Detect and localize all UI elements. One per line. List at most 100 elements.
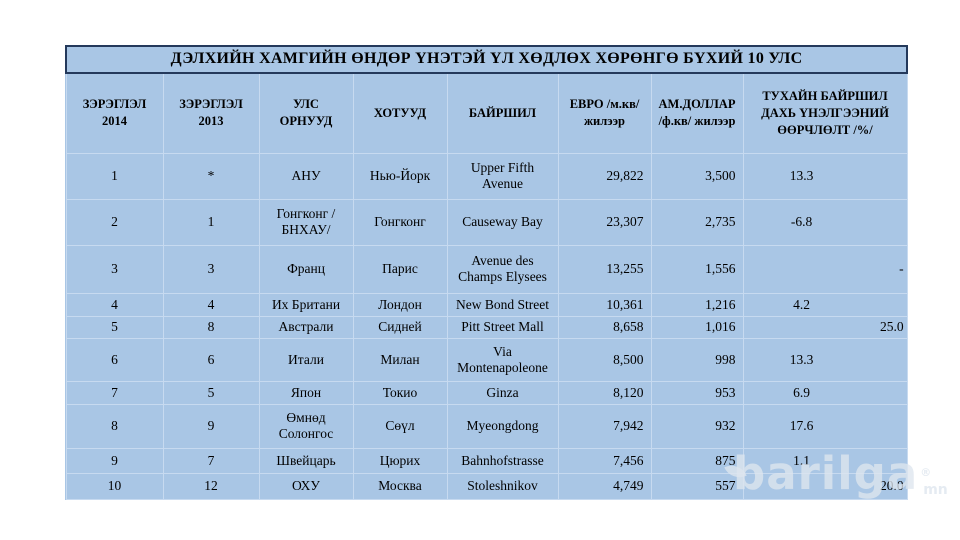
table-row: 10 12 ОХУ Москва Stoleshnikov 4,749 557 20.0 (65, 472, 908, 500)
table-cell: Өмнөд Солонгос (258, 403, 354, 449)
registered-trademark-icon: ® (920, 466, 932, 479)
table-cell: 13.3 (742, 337, 908, 382)
table-cell: -6.8 (742, 198, 908, 246)
table-cell: 4.2 (742, 292, 908, 317)
table-cell: 1 (65, 152, 164, 200)
table-cell: 953 (650, 380, 744, 405)
table-cell: 6 (162, 337, 260, 382)
table-cell: 2 (65, 198, 164, 246)
table-cell: 557 (650, 472, 744, 500)
table-cell: АНУ (258, 152, 354, 200)
table-cell: Bahnhofstrasse (446, 447, 559, 474)
table-cell: Via Montenapoleone (446, 337, 559, 382)
column-header: БАЙРШИЛ (446, 72, 559, 154)
column-header: ХОТУУД (352, 72, 448, 154)
table-cell: 23,307 (557, 198, 652, 246)
table-body: 1 * АНУ Нью-Йорк Upper Fifth Avenue 29,822 3,5… (65, 152, 908, 500)
table-cell: 932 (650, 403, 744, 449)
table-cell: Франц (258, 244, 354, 294)
table-cell: 7,456 (557, 447, 652, 474)
table-cell: 8 (65, 403, 164, 449)
column-header: АМ.ДОЛЛАР /ф.кв/ жилээр (650, 72, 744, 154)
table-cell: 10,361 (557, 292, 652, 317)
table-cell: Гонгконг /БНХАУ/ (258, 198, 354, 246)
table-cell: Гонгконг (352, 198, 448, 246)
table-cell: Их Британи (258, 292, 354, 317)
table-cell: Швейцарь (258, 447, 354, 474)
table-cell: 9 (162, 403, 260, 449)
table-row: 1 * АНУ Нью-Йорк Upper Fifth Avenue 29,822 3,5… (65, 152, 908, 200)
table-cell: Цюрих (352, 447, 448, 474)
table-cell: 8,658 (557, 315, 652, 339)
table-cell: 4 (162, 292, 260, 317)
table-cell: 1,216 (650, 292, 744, 317)
table-cell: 9 (65, 447, 164, 474)
table-cell: 29,822 (557, 152, 652, 200)
table-cell: Токио (352, 380, 448, 405)
table-cell: Causeway Bay (446, 198, 559, 246)
column-header: ТУХАЙН БАЙРШИЛ ДАХЬ ҮНЭЛГЭЭНИЙ ӨӨРЧЛӨЛТ … (742, 72, 908, 154)
table-cell: 20.0 (742, 472, 908, 500)
table-cell: Нью-Йорк (352, 152, 448, 200)
table-row: 5 8 Австрали Сидней Pitt Street Mall 8,658 1,0… (65, 315, 908, 339)
table-cell: 1,556 (650, 244, 744, 294)
table-cell: Австрали (258, 315, 354, 339)
table-cell: 1,016 (650, 315, 744, 339)
header-row: ЗЭРЭГЛЭЛ 2014 ЗЭРЭГЛЭЛ 2013 УЛС ОРНУУД ХОТУ… (65, 72, 908, 154)
table-cell: 13,255 (557, 244, 652, 294)
title-row: ДЭЛХИЙН ХАМГИЙН ӨНДӨР ҮНЭТЭЙ ҮЛ ХӨДЛӨХ Х… (64, 45, 909, 74)
table-row: 7 5 Япон Токио Ginza 8,120 953 6.9 (65, 380, 908, 405)
table-cell: 5 (162, 380, 260, 405)
table-cell: 7 (162, 447, 260, 474)
table-cell: 25.0 (742, 315, 908, 339)
top10-real-estate-table: ДЭЛХИЙН ХАМГИЙН ӨНДӨР ҮНЭТЭЙ ҮЛ ХӨДЛӨХ Х… (64, 45, 909, 500)
table-cell: 5 (65, 315, 164, 339)
table-cell: 2,735 (650, 198, 744, 246)
table-cell: 8,120 (557, 380, 652, 405)
table-cell: Myeongdong (446, 403, 559, 449)
table-cell: Лондон (352, 292, 448, 317)
table-cell: Япон (258, 380, 354, 405)
table-cell: 8 (162, 315, 260, 339)
table-cell: Парис (352, 244, 448, 294)
table-cell: Upper Fifth Avenue (446, 152, 559, 200)
table-cell: 13.3 (742, 152, 908, 200)
table-cell: Сидней (352, 315, 448, 339)
table-cell: New Bond Street (446, 292, 559, 317)
table-row: 2 1 Гонгконг /БНХАУ/Гонгконг Causeway Bay 23… (65, 198, 908, 246)
table-cell: 7 (65, 380, 164, 405)
table-row: 9 7 Швейцарь Цюрих Bahnhofstrasse 7,456 875 1.1 (65, 447, 908, 474)
table-cell: Pitt Street Mall (446, 315, 559, 339)
table-row: 4 4 Их Британи Лондон New Bond Street 10,361 1… (65, 292, 908, 317)
table-cell: 12 (162, 472, 260, 500)
table-row: 6 6 Итали Милан Via Montenapoleone 8,500 998 13… (65, 337, 908, 382)
table-row: 3 3 Франц Парис Avenue des Champs Elysees 13,… (65, 244, 908, 294)
table-cell: 6.9 (742, 380, 908, 405)
table-cell: 4,749 (557, 472, 652, 500)
table-cell: 4 (65, 292, 164, 317)
table-cell: Москва (352, 472, 448, 500)
table-cell: Милан (352, 337, 448, 382)
column-header: ЗЭРЭГЛЭЛ 2014 (65, 72, 164, 154)
watermark-suffix: mn (923, 482, 948, 498)
table-cell: Ginza (446, 380, 559, 405)
table-cell: 17.6 (742, 403, 908, 449)
column-header: ЕВРО /м.кв/ жилээр (557, 72, 652, 154)
table-cell: 8,500 (557, 337, 652, 382)
table-cell: 1.1 (742, 447, 908, 474)
table-cell: ОХУ (258, 472, 354, 500)
table-cell: 998 (650, 337, 744, 382)
table-cell: * (162, 152, 260, 200)
table-cell: Stoleshnikov (446, 472, 559, 500)
table-cell: 875 (650, 447, 744, 474)
table-cell: - (742, 244, 908, 294)
column-header: ЗЭРЭГЛЭЛ 2013 (162, 72, 260, 154)
table-cell: 3,500 (650, 152, 744, 200)
table-cell: 6 (65, 337, 164, 382)
table-row: 8 9 Өмнөд Солонгос Сөүл Myeongdong 7,942 932 17… (65, 403, 908, 449)
table-cell: Avenue des Champs Elysees (446, 244, 559, 294)
table-cell: 7,942 (557, 403, 652, 449)
column-header: УЛС ОРНУУД (258, 72, 354, 154)
table-title: ДЭЛХИЙН ХАМГИЙН ӨНДӨР ҮНЭТЭЙ ҮЛ ХӨДЛӨХ Х… (64, 45, 909, 74)
